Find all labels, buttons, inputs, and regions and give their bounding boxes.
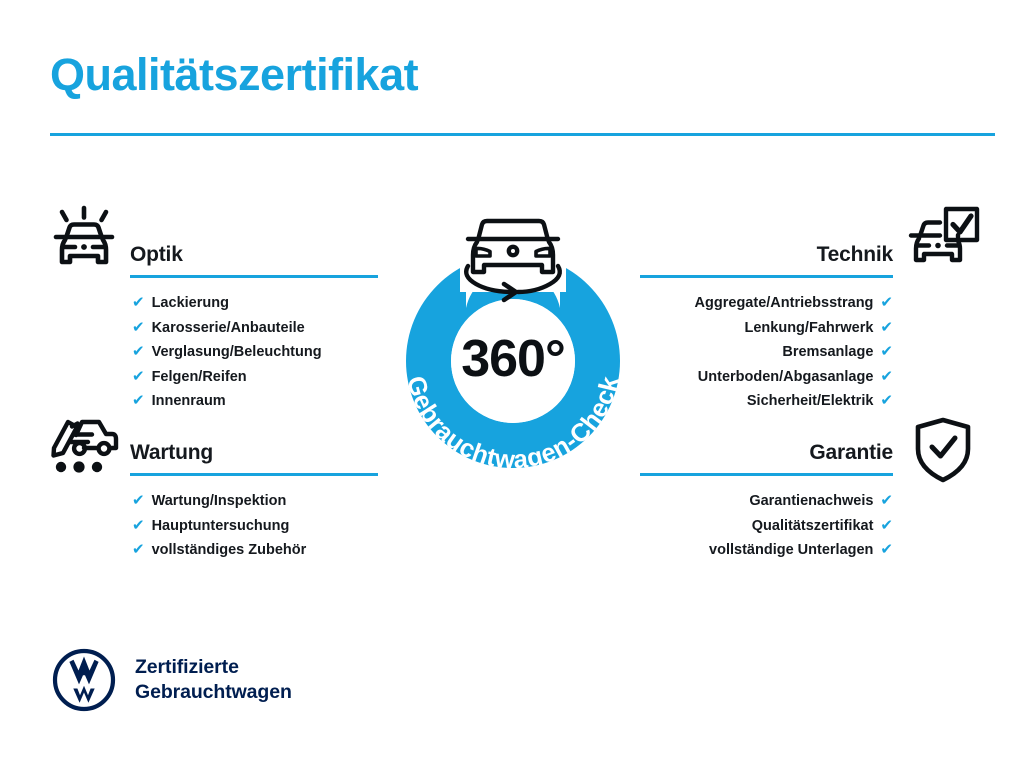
title-divider: [50, 133, 995, 136]
list-item-label: Sicherheit/Elektrik: [746, 393, 874, 409]
list-item-label: Bremsanlage: [782, 344, 874, 360]
check-icon: ✔: [880, 392, 893, 409]
check-icon: ✔: [880, 318, 893, 336]
list-item-label: Lenkung/Fahrwerk: [744, 319, 874, 336]
check-icon: ✔: [880, 541, 893, 558]
list-item-label: Hauptuntersuchung: [151, 517, 290, 534]
list-item-label: Innenraum: [151, 393, 226, 409]
list-item: ✔ Felgen/Reifen: [132, 365, 322, 390]
list-item: vollständige Unterlagen ✔: [709, 538, 893, 563]
vw-wordmark-line1: Zertifizierte: [135, 656, 239, 678]
360-check-badge: Gebrauchtwagen-Check 360°: [374, 196, 652, 488]
section-divider-technik: [640, 275, 893, 278]
section-divider-garantie: [640, 473, 893, 476]
section-heading-optik: Optik: [130, 243, 183, 266]
list-item: Garantienachweis ✔: [709, 489, 893, 514]
list-item-label: Lackierung: [151, 295, 229, 311]
car-checkbox-icon: [906, 204, 980, 279]
section-divider-wartung: [130, 473, 378, 476]
page-title: Qualitätszertifikat: [50, 49, 419, 100]
shield-check-icon: [912, 416, 974, 489]
vw-wordmark: Zertifizierte Gebrauchtwagen: [135, 655, 292, 705]
checklist-wartung: ✔ Wartung/Inspektion ✔ Hauptuntersuchung ✔…: [132, 489, 306, 563]
list-item: Bremsanlage ✔: [695, 340, 893, 365]
section-heading-garantie: Garantie: [809, 441, 893, 464]
list-item-label: Felgen/Reifen: [151, 368, 247, 385]
car-shine-icon: [48, 204, 120, 281]
checklist-technik: Aggregate/Antriebsstrang ✔ Lenkung/Fahrwe…: [695, 291, 893, 414]
check-icon: ✔: [132, 516, 145, 534]
list-item: Lenkung/Fahrwerk ✔: [695, 316, 894, 341]
list-item: ✔ Verglasung/Beleuchtung: [132, 340, 322, 365]
list-item: ✔ Wartung/Inspektion: [132, 489, 306, 514]
pencil-car-service-icon: [46, 414, 122, 483]
check-icon: ✔: [132, 367, 145, 385]
list-item-label: Qualitätszertifikat: [751, 517, 874, 534]
list-item: ✔ Lackierung: [132, 291, 322, 316]
list-item: ✔ vollständiges Zubehör: [132, 538, 306, 563]
check-icon: ✔: [880, 343, 893, 360]
section-heading-technik: Technik: [816, 243, 894, 266]
check-icon: ✔: [132, 541, 145, 558]
check-icon: ✔: [132, 392, 145, 409]
list-item-label: Verglasung/Beleuchtung: [151, 344, 322, 360]
list-item-label: Aggregate/Antriebsstrang: [694, 295, 874, 311]
section-divider-optik: [130, 275, 378, 278]
list-item: Sicherheit/Elektrik ✔: [695, 389, 893, 414]
list-item: Aggregate/Antriebsstrang ✔: [695, 291, 893, 316]
footer-brand: Zertifizierte Gebrauchtwagen: [52, 648, 292, 712]
list-item-label: Garantienachweis: [749, 493, 874, 509]
list-item: ✔ Hauptuntersuchung: [132, 514, 306, 539]
list-item: ✔ Innenraum: [132, 389, 322, 414]
list-item: Qualitätszertifikat ✔: [709, 514, 893, 539]
section-heading-wartung: Wartung: [130, 441, 213, 464]
list-item: ✔ Karosserie/Anbauteile: [132, 316, 322, 341]
check-icon: ✔: [880, 516, 893, 534]
check-icon: ✔: [132, 343, 145, 360]
list-item-label: Unterboden/Abgasanlage: [697, 368, 874, 385]
check-icon: ✔: [880, 367, 893, 385]
list-item-label: vollständige Unterlagen: [709, 542, 874, 558]
check-icon: ✔: [880, 294, 893, 311]
check-icon: ✔: [132, 318, 145, 336]
check-icon: ✔: [880, 492, 893, 509]
list-item: Unterboden/Abgasanlage ✔: [695, 365, 893, 390]
list-item-label: Wartung/Inspektion: [151, 493, 287, 509]
vw-wordmark-line2: Gebrauchtwagen: [135, 681, 292, 703]
check-icon: ✔: [132, 294, 145, 311]
list-item-label: vollständiges Zubehör: [151, 542, 307, 558]
checklist-optik: ✔ Lackierung ✔ Karosserie/Anbauteile ✔ Verg…: [132, 291, 322, 414]
vw-logo: [52, 648, 116, 712]
checklist-garantie: Garantienachweis ✔ Qualitätszertifikat ✔ v…: [709, 489, 893, 563]
car-rotate-icon: [464, 218, 562, 303]
check-icon: ✔: [132, 492, 145, 509]
list-item-label: Karosserie/Anbauteile: [151, 319, 305, 336]
